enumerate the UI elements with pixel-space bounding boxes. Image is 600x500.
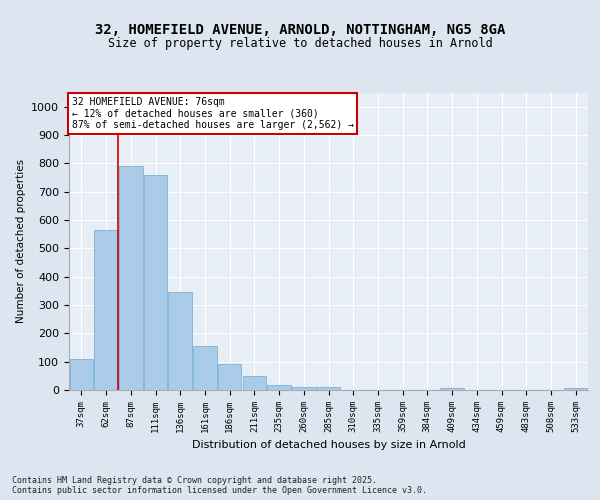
Bar	[292, 386, 316, 390]
Bar	[218, 364, 241, 390]
Bar	[144, 174, 167, 390]
Bar	[169, 292, 192, 390]
X-axis label: Distribution of detached houses by size in Arnold: Distribution of detached houses by size …	[191, 440, 466, 450]
Text: Contains HM Land Registry data © Crown copyright and database right 2025.
Contai: Contains HM Land Registry data © Crown c…	[12, 476, 427, 495]
Text: Size of property relative to detached houses in Arnold: Size of property relative to detached ho…	[107, 38, 493, 51]
Bar	[193, 346, 217, 390]
Bar	[317, 387, 340, 390]
Bar	[119, 166, 143, 390]
Bar	[268, 385, 291, 390]
Bar	[564, 388, 587, 390]
Text: 32 HOMEFIELD AVENUE: 76sqm
← 12% of detached houses are smaller (360)
87% of sem: 32 HOMEFIELD AVENUE: 76sqm ← 12% of deta…	[71, 97, 353, 130]
Bar	[242, 376, 266, 390]
Bar	[94, 230, 118, 390]
Bar	[70, 359, 93, 390]
Y-axis label: Number of detached properties: Number of detached properties	[16, 159, 26, 324]
Text: 32, HOMEFIELD AVENUE, ARNOLD, NOTTINGHAM, NG5 8GA: 32, HOMEFIELD AVENUE, ARNOLD, NOTTINGHAM…	[95, 22, 505, 36]
Bar	[440, 388, 464, 390]
